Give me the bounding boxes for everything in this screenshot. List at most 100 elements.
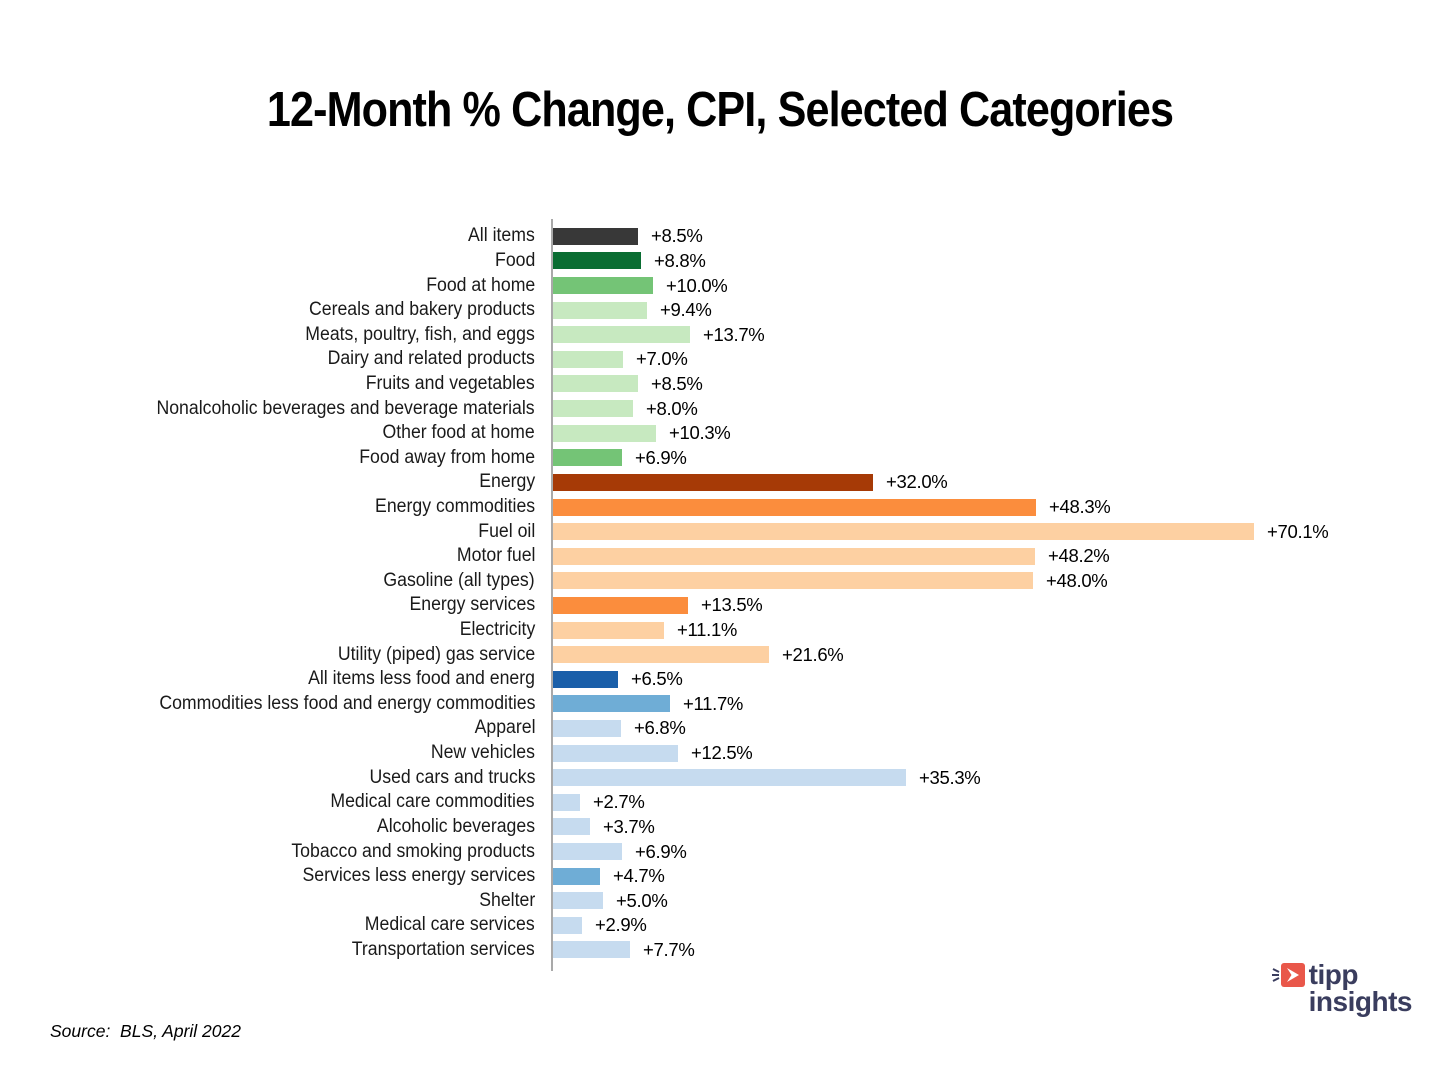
value-label: +6.5% [631, 668, 683, 690]
chart-row: Fuel oil +70.1% [0, 519, 1440, 544]
value-label: +21.6% [782, 643, 844, 665]
category-label: Shelter [479, 889, 535, 911]
chart-row: All items +8.5% [0, 224, 1440, 249]
category-label: Medical care commodities [330, 791, 535, 813]
category-label: Used cars and trucks [369, 766, 535, 788]
category-label: Gasoline (all types) [383, 569, 535, 591]
category-label: Motor fuel [456, 545, 535, 567]
value-label: +12.5% [691, 742, 753, 764]
chart-row: All items less food and energ +6.5% [0, 667, 1440, 692]
bar-area: +7.7% [553, 939, 695, 961]
bar [553, 670, 618, 688]
bar [553, 818, 590, 836]
bar-area: +21.6% [553, 643, 844, 666]
bar-area: +35.3% [553, 766, 981, 789]
bar-area: +9.4% [553, 299, 712, 321]
category-label: Energy commodities [374, 496, 535, 517]
chart-row: Food at home +10.0% [0, 273, 1440, 298]
chart-row: Energy commodities +48.3% [0, 495, 1440, 520]
bar [553, 695, 670, 713]
category-label: Food at home [425, 274, 535, 296]
chart-row: Energy +32.0% [0, 470, 1440, 495]
source-note: Source: BLS, April 2022 [50, 1021, 241, 1041]
category-label: All items [468, 225, 535, 247]
value-label: +13.5% [701, 594, 763, 616]
chart-row: Meats, poultry, fish, and eggs +13.7% [0, 322, 1440, 347]
value-label: +6.9% [635, 446, 687, 468]
bar [553, 769, 906, 787]
category-label: All items less food and energ [308, 668, 535, 690]
chart-row: Apparel +6.8% [0, 716, 1440, 741]
value-label: +35.3% [919, 766, 981, 788]
chart-row: Energy services +13.5% [0, 593, 1440, 618]
value-label: +7.0% [636, 348, 688, 370]
chart-row: Shelter +5.0% [0, 888, 1440, 913]
bar-area: +8.5% [553, 225, 703, 247]
value-label: +70.1% [1267, 520, 1329, 542]
value-label: +10.3% [669, 422, 731, 444]
bar [553, 375, 638, 393]
bar-area: +3.7% [553, 816, 655, 838]
chart-row: Gasoline (all types) +48.0% [0, 569, 1440, 594]
category-label: Medical care services [365, 914, 535, 936]
category-label: Services less energy services [302, 865, 535, 887]
bar [553, 301, 647, 319]
bar-area: +13.7% [553, 324, 765, 346]
bar-area: +4.7% [553, 865, 665, 887]
bar [553, 793, 580, 811]
value-label: +9.4% [660, 299, 712, 321]
chart-row: Cereals and bakery products +9.4% [0, 298, 1440, 323]
chart-row: Motor fuel +48.2% [0, 544, 1440, 569]
chart-row: Fruits and vegetables +8.5% [0, 372, 1440, 397]
chart-row: Tobacco and smoking products +6.9% [0, 839, 1440, 864]
bar-area: +8.0% [553, 398, 698, 420]
bar-area: +7.0% [553, 348, 688, 370]
bar-area: +6.8% [553, 717, 686, 739]
bar-area: +10.0% [553, 275, 728, 297]
chart-row: Medical care services +2.9% [0, 913, 1440, 938]
bar [553, 646, 769, 664]
bar [553, 719, 621, 737]
chart-row: Nonalcoholic beverages and beverage mate… [0, 396, 1440, 421]
bar [553, 424, 656, 442]
bar-area: +2.9% [553, 914, 647, 936]
category-label: Energy [479, 471, 535, 493]
bar-chart: All items +8.5% Food +8.8% Food at home +10.0… [0, 224, 1440, 962]
category-label: New vehicles [430, 742, 535, 764]
chart-row: Used cars and trucks +35.3% [0, 765, 1440, 790]
category-label: Alcoholic beverages [376, 815, 535, 837]
bar [553, 473, 873, 491]
category-label: Electricity [459, 619, 535, 641]
page-title: 12-Month % Change, CPI, Selected Categor… [266, 83, 1174, 137]
bar-area: +10.3% [553, 422, 731, 444]
bar [553, 400, 633, 418]
bar-area: +48.3% [553, 496, 1111, 518]
bar-area: +2.7% [553, 791, 645, 813]
category-label: Tobacco and smoking products [291, 840, 535, 862]
category-label: Commodities less food and energy commodi… [158, 692, 535, 714]
bar-area: +6.9% [553, 446, 687, 469]
bar [553, 867, 600, 885]
bar [553, 572, 1033, 590]
logo-word-insights: insights [1308, 985, 1413, 1017]
category-label: Energy services [409, 594, 535, 616]
value-label: +8.5% [651, 372, 703, 394]
category-label: Nonalcoholic beverages and beverage mate… [156, 397, 535, 419]
bar-area: +12.5% [553, 742, 753, 764]
chart-row: Transportation services +7.7% [0, 938, 1440, 963]
bar [553, 843, 622, 861]
chart-row: Alcoholic beverages +3.7% [0, 815, 1440, 840]
value-label: +8.5% [651, 225, 703, 247]
chart-row: Electricity +11.1% [0, 618, 1440, 643]
category-label: Food [494, 249, 535, 271]
bar-area: +11.7% [553, 693, 743, 715]
chart-row: Dairy and related products +7.0% [0, 347, 1440, 372]
bar [553, 547, 1035, 565]
category-label: Transportation services [352, 938, 535, 960]
bar-area: +13.5% [553, 594, 763, 616]
chart-row: New vehicles +12.5% [0, 741, 1440, 766]
value-label: +11.1% [677, 619, 738, 641]
bar [553, 498, 1036, 516]
value-label: +6.8% [634, 717, 686, 739]
logo-flag-icon [1271, 962, 1305, 988]
